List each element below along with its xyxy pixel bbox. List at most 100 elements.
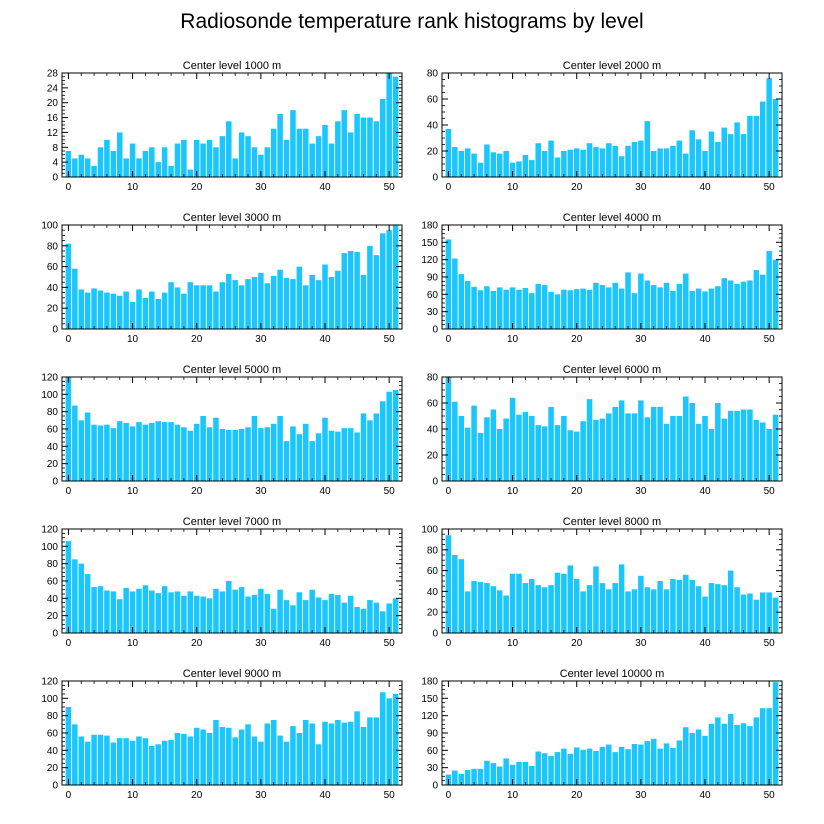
bar xyxy=(200,143,206,177)
bar xyxy=(238,729,245,785)
bar xyxy=(149,291,155,329)
bar xyxy=(458,274,465,329)
x-tick-label: 30 xyxy=(635,182,647,193)
x-tick-label: 10 xyxy=(507,486,519,497)
bar xyxy=(670,578,676,633)
bar xyxy=(740,281,747,329)
bar xyxy=(347,595,354,633)
bar xyxy=(270,423,277,481)
bar xyxy=(490,290,497,329)
bar xyxy=(657,406,663,481)
y-tick-label: 0 xyxy=(52,477,58,488)
x-tick-label: 0 xyxy=(66,334,72,345)
bar xyxy=(309,589,315,633)
x-tick-label: 10 xyxy=(127,790,139,801)
tick-marks xyxy=(62,376,403,482)
bar xyxy=(360,274,367,329)
bar xyxy=(760,592,766,633)
bar xyxy=(631,589,638,633)
bar xyxy=(84,574,91,633)
bar xyxy=(129,143,136,177)
bar xyxy=(760,101,766,177)
bar xyxy=(296,266,303,329)
bar xyxy=(567,753,574,785)
bar xyxy=(136,422,142,481)
bar xyxy=(445,377,452,481)
y-tick-label: 30 xyxy=(427,307,439,318)
bar xyxy=(264,427,271,481)
bar xyxy=(373,255,380,329)
y-tick-label: 120 xyxy=(421,255,438,266)
x-tick-label: 30 xyxy=(635,334,647,345)
bar xyxy=(116,295,123,329)
x-tick-label: 0 xyxy=(66,790,72,801)
bar xyxy=(740,409,747,481)
bar xyxy=(522,761,529,785)
bar xyxy=(535,585,541,633)
bar xyxy=(573,431,580,481)
y-tick-label: 40 xyxy=(427,425,439,436)
bar xyxy=(283,278,290,329)
x-tick-label: 50 xyxy=(384,790,396,801)
bar xyxy=(341,428,348,481)
bar xyxy=(464,427,471,481)
panel-title: Center level 1000 m xyxy=(183,60,281,72)
tick-marks xyxy=(62,528,403,634)
bar xyxy=(72,405,78,481)
bar xyxy=(548,756,554,785)
bar xyxy=(702,416,708,481)
x-tick-label: 10 xyxy=(127,486,139,497)
bar-series xyxy=(65,692,399,785)
bar xyxy=(766,429,772,481)
bar xyxy=(187,736,194,785)
panel-title: Center level 7000 m xyxy=(183,516,281,528)
bar xyxy=(290,726,296,785)
bar xyxy=(734,122,740,177)
bar xyxy=(715,584,721,633)
y-tick-label: 90 xyxy=(427,273,439,284)
bar-series xyxy=(65,541,399,633)
bar xyxy=(110,428,117,481)
bar xyxy=(206,285,213,329)
x-tick-label: 10 xyxy=(127,182,139,193)
bar xyxy=(97,586,104,633)
bar xyxy=(181,595,187,633)
bar xyxy=(97,425,104,481)
bar xyxy=(116,132,123,177)
bar xyxy=(580,288,586,329)
bar xyxy=(84,412,91,481)
bar xyxy=(753,419,760,481)
y-tick-label: 150 xyxy=(421,694,438,705)
bar xyxy=(599,583,606,633)
bar xyxy=(708,288,715,329)
bar xyxy=(593,147,599,177)
bar xyxy=(303,423,309,481)
bar xyxy=(341,602,348,633)
bar xyxy=(689,733,695,785)
bar xyxy=(277,589,283,633)
bar xyxy=(727,570,734,633)
bar xyxy=(373,121,380,177)
bar xyxy=(226,273,232,329)
y-tick-label: 20 xyxy=(427,608,439,619)
bar xyxy=(354,711,360,785)
bar xyxy=(509,764,516,785)
y-tick-label: 180 xyxy=(421,677,438,688)
bar xyxy=(676,283,683,329)
bar xyxy=(303,600,309,633)
y-tick-label: 40 xyxy=(427,121,439,132)
bar xyxy=(644,121,651,177)
y-tick-label: 0 xyxy=(432,325,438,336)
panel-title: Center level 10000 m xyxy=(560,668,665,680)
bar xyxy=(347,132,354,177)
bar-series xyxy=(65,377,399,481)
y-tick-label: 80 xyxy=(427,545,439,556)
x-tick-label: 50 xyxy=(384,486,396,497)
bar xyxy=(740,134,747,177)
bar xyxy=(264,723,271,785)
bar xyxy=(753,270,760,329)
x-tick-label: 0 xyxy=(446,790,452,801)
bar xyxy=(599,746,606,785)
bar xyxy=(386,73,392,177)
bar xyxy=(187,282,194,329)
